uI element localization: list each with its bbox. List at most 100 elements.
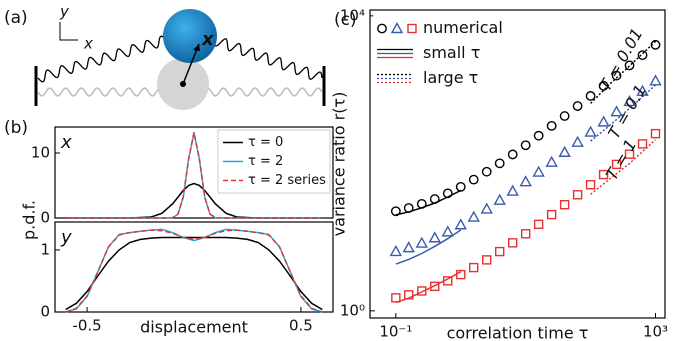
marker [520, 140, 531, 151]
marker [469, 262, 479, 273]
marker [520, 229, 531, 239]
axis-x-label: x [83, 35, 93, 53]
legend-label: τ = 0 [248, 135, 283, 150]
y-tick-label: 0 [40, 303, 50, 321]
marker [389, 244, 403, 257]
x-axis-label: displacement [140, 318, 248, 337]
spring [37, 35, 167, 83]
line [65, 229, 323, 313]
panel-tag: (a) [4, 8, 28, 28]
rest-point [180, 81, 186, 87]
y-axis-label: variance ratio r(τ) [330, 92, 349, 237]
marker [506, 184, 519, 196]
line [395, 271, 462, 304]
axes-icon [59, 22, 78, 41]
marker [493, 193, 506, 205]
y-tick-label: 10 [31, 144, 50, 162]
line [65, 132, 323, 219]
marker [507, 149, 518, 160]
marker [417, 286, 427, 296]
subplot-label: x [60, 132, 72, 153]
marker [468, 174, 479, 185]
legend-label: τ = 2 [248, 154, 283, 169]
marker [572, 190, 583, 200]
marker [559, 111, 570, 121]
marker [624, 149, 635, 159]
line [590, 84, 657, 142]
y-tick-label: 10⁴ [340, 6, 365, 24]
marker [545, 155, 558, 167]
marker [519, 175, 532, 187]
marker [572, 101, 583, 111]
marker [585, 180, 596, 190]
marker [481, 166, 492, 177]
marker [407, 23, 417, 34]
marker [494, 158, 505, 169]
marker [428, 231, 441, 243]
marker [636, 84, 649, 96]
bead [163, 9, 217, 63]
marker [454, 218, 467, 230]
plot-frame [54, 221, 334, 313]
panel-a: (a) y x x [4, 3, 326, 110]
marker [482, 255, 492, 265]
x-tick-label: 10³ [643, 323, 668, 341]
marker [611, 70, 622, 81]
y-tick-label: 10⁰ [340, 301, 365, 319]
marker [402, 241, 415, 253]
line [395, 229, 462, 265]
displacement-arrow [182, 43, 200, 85]
marker [611, 159, 622, 170]
arrow-head [193, 44, 200, 51]
curve-annotation: T = 0.01 [596, 25, 647, 94]
legend-label: small τ [423, 43, 480, 62]
marker [546, 209, 557, 220]
marker [480, 202, 493, 214]
marker [637, 139, 648, 149]
x-tick-label: -0.5 [72, 317, 101, 335]
marker [598, 169, 609, 180]
marker [533, 219, 544, 230]
legend-label: τ = 2 series [248, 173, 326, 188]
marker [495, 246, 505, 257]
line [65, 182, 323, 219]
marker [377, 23, 387, 34]
marker [637, 50, 648, 61]
marker [390, 22, 404, 34]
marker [415, 236, 428, 248]
line [590, 139, 657, 195]
panel-tag: (c) [334, 10, 357, 30]
y-axis-label: p.d.f. [20, 200, 39, 240]
marker [507, 238, 518, 248]
axis-y-label: y [59, 3, 70, 21]
line [590, 40, 657, 104]
marker [455, 181, 466, 192]
spring [213, 38, 323, 80]
marker [441, 225, 454, 237]
x-tick-label: 0.5 [289, 317, 313, 335]
line [395, 189, 462, 216]
marker [532, 165, 545, 177]
marker [650, 128, 661, 139]
line [65, 236, 323, 311]
panel-tag: (b) [4, 118, 28, 138]
marker [585, 91, 596, 101]
plot-frame [54, 126, 334, 219]
legend-label: numerical [423, 18, 503, 37]
x-tick-label: 10⁻¹ [379, 323, 412, 341]
marker [623, 94, 636, 107]
marker [597, 115, 610, 127]
marker [467, 210, 480, 222]
subplot-label: y [60, 227, 72, 248]
marker [559, 199, 570, 210]
marker [610, 105, 623, 117]
marker [390, 206, 401, 217]
marker [571, 135, 584, 147]
plot-frame [369, 9, 666, 319]
bead-label: x [201, 29, 215, 50]
marker [624, 60, 635, 71]
marker [430, 281, 440, 292]
legend-label: large τ [423, 68, 478, 87]
y-tick-label: 0 [40, 209, 50, 227]
